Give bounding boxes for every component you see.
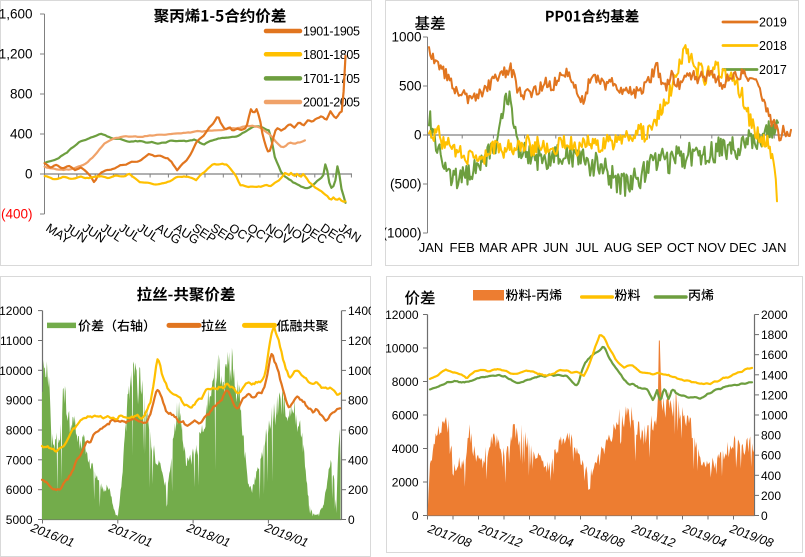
svg-text:600: 600 xyxy=(348,424,368,438)
svg-text:0: 0 xyxy=(412,509,419,523)
svg-text:SEP: SEP xyxy=(636,240,662,255)
svg-text:0: 0 xyxy=(414,128,422,143)
svg-text:DEC: DEC xyxy=(729,240,756,255)
svg-text:APR: APR xyxy=(511,240,538,255)
svg-text:0: 0 xyxy=(761,509,768,523)
svg-text:MAR: MAR xyxy=(479,240,508,255)
svg-text:600: 600 xyxy=(761,449,781,463)
svg-text:1,600: 1,600 xyxy=(0,7,33,22)
svg-text:JUN: JUN xyxy=(543,240,568,255)
svg-text:800: 800 xyxy=(10,87,33,102)
svg-text:800: 800 xyxy=(348,394,368,408)
svg-text:1200: 1200 xyxy=(761,388,788,402)
svg-text:(1000): (1000) xyxy=(385,226,422,241)
svg-text:200: 200 xyxy=(761,489,781,503)
svg-text:OCT: OCT xyxy=(667,240,695,255)
svg-text:12000: 12000 xyxy=(386,308,419,322)
svg-text:NOV: NOV xyxy=(698,240,727,255)
svg-text:5000: 5000 xyxy=(6,513,33,527)
svg-text:7000: 7000 xyxy=(6,453,33,467)
svg-text:2018: 2018 xyxy=(759,39,787,53)
svg-text:JAN: JAN xyxy=(762,240,787,255)
svg-text:400: 400 xyxy=(761,469,781,483)
svg-text:12000: 12000 xyxy=(0,304,33,318)
svg-text:0: 0 xyxy=(25,167,33,182)
svg-text:2000: 2000 xyxy=(761,308,788,322)
svg-text:1400: 1400 xyxy=(761,368,788,382)
svg-text:FEB: FEB xyxy=(450,240,475,255)
svg-text:1200: 1200 xyxy=(348,334,371,348)
svg-text:1801-1805: 1801-1805 xyxy=(303,48,360,62)
svg-text:1,200: 1,200 xyxy=(0,47,33,62)
svg-text:1000: 1000 xyxy=(761,409,788,423)
svg-text:800: 800 xyxy=(761,429,781,443)
svg-text:1000: 1000 xyxy=(348,364,371,378)
svg-text:2019: 2019 xyxy=(759,16,787,30)
svg-text:400: 400 xyxy=(348,453,368,467)
svg-text:500: 500 xyxy=(399,79,422,94)
svg-text:1600: 1600 xyxy=(761,348,788,362)
svg-text:8000: 8000 xyxy=(392,375,419,389)
svg-text:200: 200 xyxy=(348,483,368,497)
svg-text:6000: 6000 xyxy=(392,409,419,423)
svg-text:1800: 1800 xyxy=(761,328,788,342)
svg-text:8000: 8000 xyxy=(6,424,33,438)
svg-text:9000: 9000 xyxy=(6,394,33,408)
svg-text:10000: 10000 xyxy=(0,364,33,378)
svg-text:1701-1705: 1701-1705 xyxy=(303,72,360,86)
svg-text:2001-2005: 2001-2005 xyxy=(303,96,360,110)
svg-text:1000: 1000 xyxy=(391,30,421,45)
svg-text:6000: 6000 xyxy=(6,483,33,497)
svg-text:AUG: AUG xyxy=(604,240,632,255)
svg-text:(400): (400) xyxy=(1,207,33,222)
svg-text:JUL: JUL xyxy=(575,240,598,255)
svg-text:400: 400 xyxy=(10,127,33,142)
svg-text:1400: 1400 xyxy=(348,304,371,318)
svg-text:2000: 2000 xyxy=(392,476,419,490)
svg-text:0: 0 xyxy=(348,513,355,527)
svg-text:4000: 4000 xyxy=(392,442,419,456)
svg-text:(500): (500) xyxy=(390,177,422,192)
svg-text:1901-1905: 1901-1905 xyxy=(303,25,360,39)
svg-text:JAN: JAN xyxy=(419,240,444,255)
svg-text:11000: 11000 xyxy=(0,334,33,348)
svg-text:10000: 10000 xyxy=(386,342,419,356)
svg-text:2017: 2017 xyxy=(759,63,787,77)
